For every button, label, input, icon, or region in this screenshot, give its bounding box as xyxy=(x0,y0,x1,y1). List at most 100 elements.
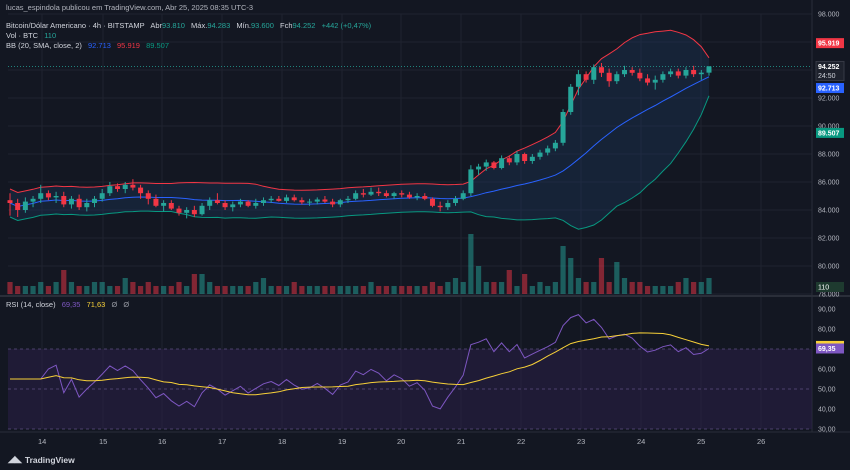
candle-body[interactable] xyxy=(445,203,451,208)
candle-body[interactable] xyxy=(99,193,105,199)
candle-body[interactable] xyxy=(545,148,551,153)
candle-body[interactable] xyxy=(575,74,581,87)
candle-body[interactable] xyxy=(453,198,459,203)
candle-body[interactable] xyxy=(437,205,443,208)
candle-body[interactable] xyxy=(491,162,497,168)
candle-body[interactable] xyxy=(184,210,190,213)
candle-body[interactable] xyxy=(629,70,635,73)
candle-body[interactable] xyxy=(345,198,351,201)
candle-body[interactable] xyxy=(15,203,21,210)
candle-body[interactable] xyxy=(645,78,651,83)
candle-body[interactable] xyxy=(422,196,428,199)
candle-body[interactable] xyxy=(383,193,389,196)
candle-body[interactable] xyxy=(176,208,182,213)
candle-body[interactable] xyxy=(145,193,151,199)
symbol-label[interactable]: Bitcoin/Dólar Americano · 4h · BITSTAMP xyxy=(6,21,145,30)
rsi-label[interactable]: RSI (14, close) xyxy=(6,300,56,309)
candle-body[interactable] xyxy=(76,198,82,208)
candle-body[interactable] xyxy=(468,169,474,194)
candle-body[interactable] xyxy=(506,158,512,163)
candle-body[interactable] xyxy=(253,203,259,206)
candle-body[interactable] xyxy=(322,199,328,202)
candle-body[interactable] xyxy=(476,166,482,170)
candle-body[interactable] xyxy=(38,193,44,199)
candle-body[interactable] xyxy=(683,70,689,76)
candle-body[interactable] xyxy=(245,201,251,206)
candle-body[interactable] xyxy=(268,198,274,201)
candle-body[interactable] xyxy=(168,203,174,209)
candle-body[interactable] xyxy=(660,74,666,80)
candle-body[interactable] xyxy=(138,187,144,194)
candle-body[interactable] xyxy=(330,201,336,205)
candle-body[interactable] xyxy=(214,200,220,203)
candle-body[interactable] xyxy=(483,162,489,167)
candle-body[interactable] xyxy=(568,86,574,112)
candle-body[interactable] xyxy=(706,66,712,73)
candle-body[interactable] xyxy=(552,142,558,149)
candle-body[interactable] xyxy=(130,184,136,188)
candle-body[interactable] xyxy=(560,112,566,143)
candle-body[interactable] xyxy=(399,193,405,195)
candle-body[interactable] xyxy=(591,67,597,80)
candle-body[interactable] xyxy=(122,184,128,189)
candle-body[interactable] xyxy=(698,72,704,75)
candle-body[interactable] xyxy=(22,201,28,210)
volume-label[interactable]: Vol · BTC xyxy=(6,31,39,40)
tradingview-logo[interactable]: ◢◣ TradingView xyxy=(8,454,75,465)
candle-body[interactable] xyxy=(583,74,589,80)
candle-body[interactable] xyxy=(652,79,658,83)
candle-body[interactable] xyxy=(522,154,528,161)
candle-body[interactable] xyxy=(391,193,397,196)
candle-body[interactable] xyxy=(668,71,674,75)
candle-body[interactable] xyxy=(68,198,74,205)
candle-body[interactable] xyxy=(529,156,535,161)
candle-body[interactable] xyxy=(45,193,51,198)
candle-body[interactable] xyxy=(30,198,36,202)
candle-body[interactable] xyxy=(284,197,290,201)
candle-body[interactable] xyxy=(291,197,297,201)
candle-body[interactable] xyxy=(606,72,612,82)
candle-body[interactable] xyxy=(499,158,505,168)
candle-body[interactable] xyxy=(614,74,620,82)
candle-body[interactable] xyxy=(84,203,90,208)
candle-body[interactable] xyxy=(353,193,359,199)
candle-body[interactable] xyxy=(368,191,374,195)
candle-body[interactable] xyxy=(460,193,466,199)
candle-body[interactable] xyxy=(237,201,243,205)
candle-body[interactable] xyxy=(414,196,420,198)
candle-body[interactable] xyxy=(53,196,59,198)
candle-body[interactable] xyxy=(637,72,643,79)
bb-label[interactable]: BB (20, SMA, close, 2) xyxy=(6,41,82,50)
candle-body[interactable] xyxy=(115,186,121,189)
candle-body[interactable] xyxy=(360,193,366,195)
candle-body[interactable] xyxy=(107,186,113,194)
candle-body[interactable] xyxy=(153,198,159,206)
candle-body[interactable] xyxy=(307,201,313,203)
candle-body[interactable] xyxy=(191,210,197,215)
candle-body[interactable] xyxy=(299,200,305,203)
candle-body[interactable] xyxy=(91,198,97,203)
candle-body[interactable] xyxy=(622,70,628,75)
candle-body[interactable] xyxy=(276,198,282,201)
candle-body[interactable] xyxy=(222,203,228,208)
candle-body[interactable] xyxy=(598,67,604,73)
candle-body[interactable] xyxy=(314,199,320,202)
candle-body[interactable] xyxy=(691,70,697,75)
volume-bar xyxy=(61,270,67,294)
candle-body[interactable] xyxy=(230,204,236,208)
candle-body[interactable] xyxy=(675,71,681,76)
candle-body[interactable] xyxy=(161,203,167,206)
candle-body[interactable] xyxy=(337,200,343,205)
candle-body[interactable] xyxy=(514,154,520,163)
candle-body[interactable] xyxy=(7,200,13,203)
candle-body[interactable] xyxy=(406,194,412,198)
candle-body[interactable] xyxy=(537,152,543,157)
candle-body[interactable] xyxy=(260,200,266,203)
candle-body[interactable] xyxy=(207,200,213,206)
candle-body[interactable] xyxy=(429,198,435,206)
candle-body[interactable] xyxy=(376,191,382,194)
candle-body[interactable] xyxy=(199,205,205,215)
candle-body[interactable] xyxy=(61,196,67,205)
high-label: Máx. xyxy=(191,21,208,30)
